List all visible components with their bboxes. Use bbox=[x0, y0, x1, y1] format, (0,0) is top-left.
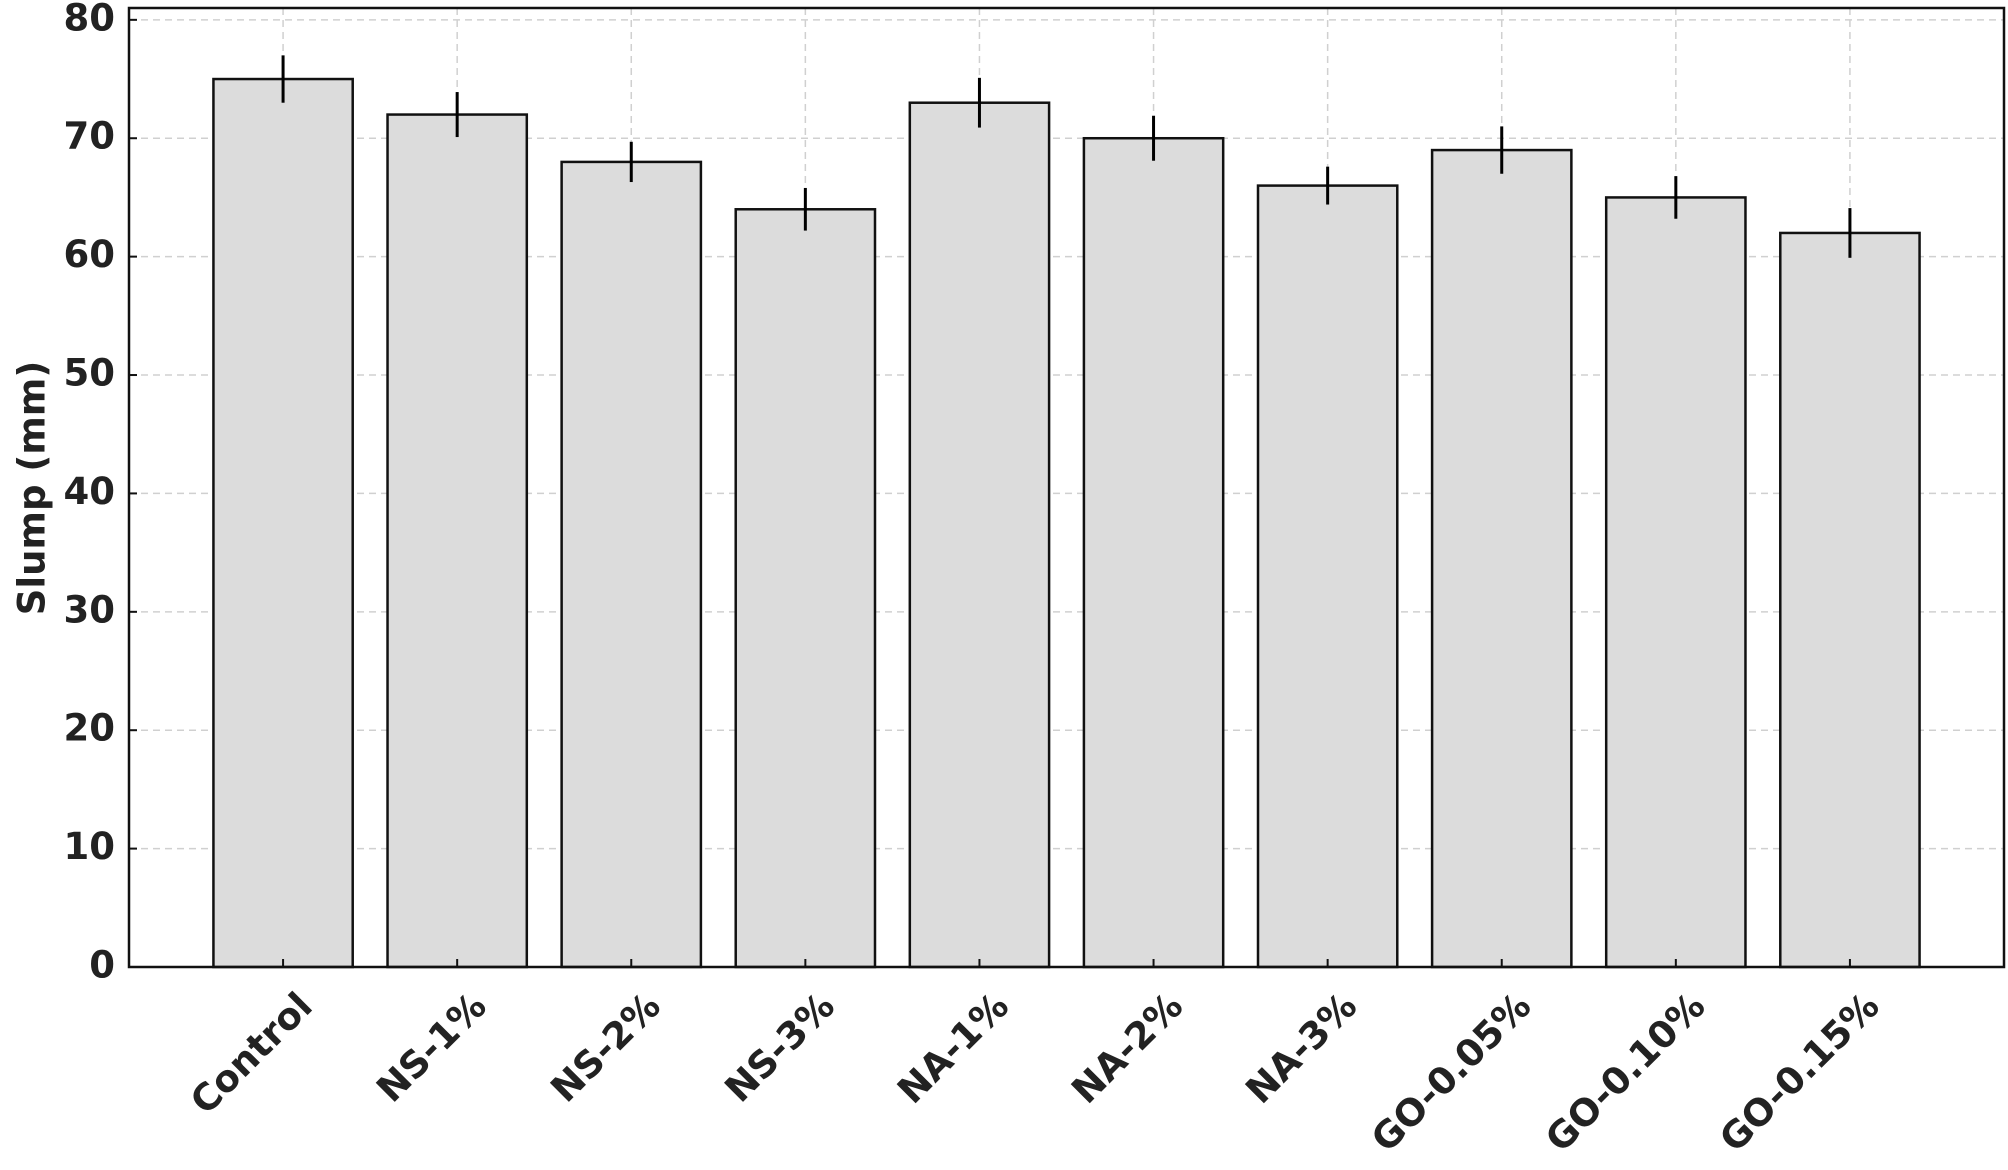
bar bbox=[1779, 231, 1921, 969]
x-tick-label: Control bbox=[182, 984, 321, 1123]
y-tick-label: 60 bbox=[64, 233, 116, 276]
bar bbox=[386, 113, 529, 969]
bar bbox=[908, 101, 1051, 969]
y-tick-label: 80 bbox=[64, 0, 116, 39]
y-tick-label: 50 bbox=[64, 352, 116, 395]
bar bbox=[1082, 136, 1225, 969]
y-axis-label: Slump (mm) bbox=[11, 361, 54, 616]
x-tick-label: NS-3% bbox=[717, 984, 843, 1110]
x-tick-label: GO-0.10% bbox=[1537, 984, 1713, 1160]
y-tick-label: 30 bbox=[64, 588, 116, 631]
y-tick-label: 0 bbox=[89, 944, 115, 987]
x-tick-label: NS-1% bbox=[368, 984, 494, 1110]
x-tick-label: NS-2% bbox=[542, 984, 668, 1110]
x-tick-label: GO-0.15% bbox=[1711, 984, 1887, 1160]
bar bbox=[560, 160, 703, 969]
bar bbox=[1430, 148, 1573, 969]
x-tick-label: NA-2% bbox=[1063, 984, 1191, 1112]
x-tick-label: NA-3% bbox=[1237, 984, 1365, 1112]
y-tick-label: 10 bbox=[64, 825, 116, 868]
y-tick-label: 20 bbox=[64, 707, 116, 750]
bar bbox=[212, 77, 354, 969]
bar bbox=[1604, 196, 1747, 969]
plot-frame bbox=[127, 6, 2006, 969]
y-tick-label: 70 bbox=[64, 115, 116, 158]
bar bbox=[734, 208, 877, 969]
x-tick-label: GO-0.05% bbox=[1363, 984, 1539, 1160]
bar bbox=[1256, 184, 1399, 969]
y-tick-label: 40 bbox=[64, 470, 116, 513]
x-tick-label: NA-1% bbox=[889, 984, 1017, 1112]
